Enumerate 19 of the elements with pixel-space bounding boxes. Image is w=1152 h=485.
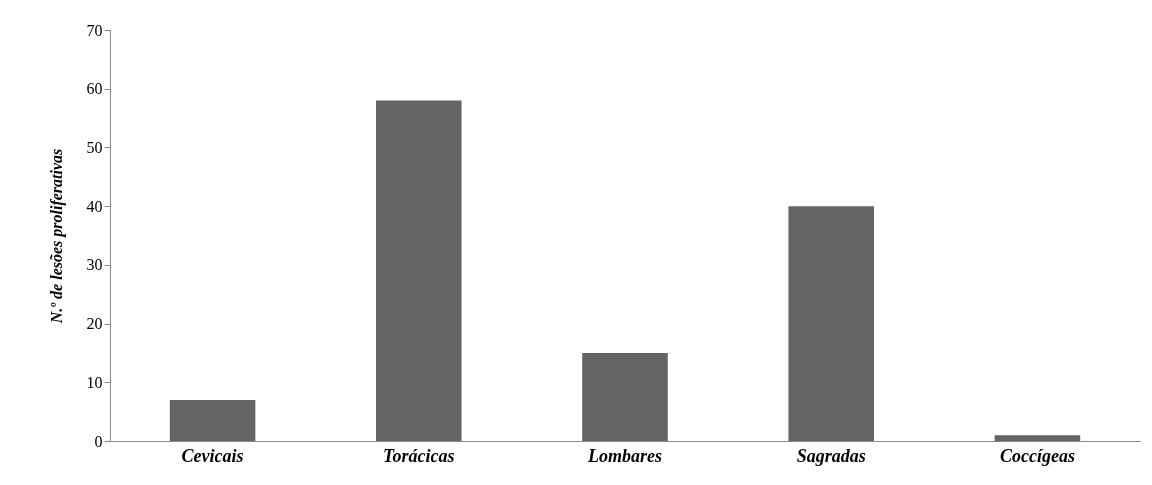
bar bbox=[376, 100, 462, 441]
bar bbox=[169, 399, 256, 441]
y-tick-label: 10 bbox=[86, 373, 103, 391]
y-tick-label: 60 bbox=[86, 80, 103, 98]
x-tick-label: Torácicas bbox=[383, 445, 455, 466]
x-tick-label: Lombares bbox=[587, 445, 662, 466]
y-axis-title: N.º de lesões proliferativas bbox=[47, 148, 66, 325]
bar bbox=[582, 352, 668, 441]
bar bbox=[788, 206, 874, 441]
bar bbox=[994, 435, 1081, 441]
y-tick-label: 30 bbox=[86, 256, 103, 274]
y-tick-label: 40 bbox=[86, 197, 103, 215]
x-tick-label: Sagradas bbox=[796, 445, 866, 466]
y-tick-label: 50 bbox=[86, 138, 103, 156]
y-tick-label: 70 bbox=[86, 21, 103, 39]
y-tick-label: 20 bbox=[86, 315, 103, 333]
x-tick-label: Cevicais bbox=[181, 445, 244, 466]
y-tick-label: 0 bbox=[94, 432, 103, 450]
x-tick-label: Coccígeas bbox=[999, 445, 1075, 466]
